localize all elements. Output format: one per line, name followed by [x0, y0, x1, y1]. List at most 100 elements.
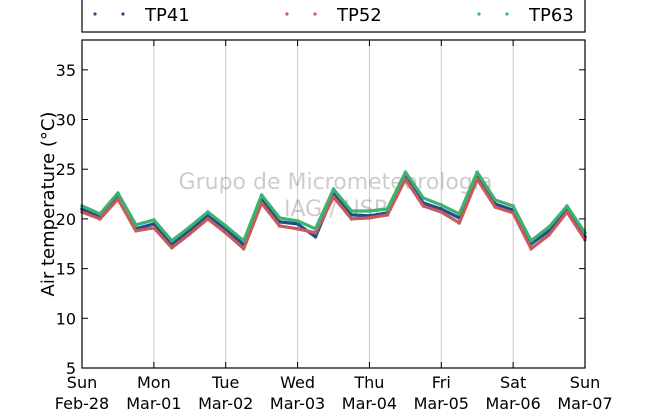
data-point	[511, 204, 515, 208]
legend: TP41 TP52 TP63	[81, 0, 586, 33]
x-tick-label-day: Wed	[280, 373, 315, 392]
data-point	[385, 207, 390, 211]
data-point	[565, 210, 569, 214]
data-point	[529, 246, 533, 251]
data-point	[421, 196, 426, 200]
x-tick-label-day: Sun	[67, 373, 97, 392]
data-point	[493, 198, 498, 202]
x-tick-label-date: Mar-06	[485, 394, 540, 409]
data-point	[152, 218, 156, 222]
data-point	[403, 177, 408, 181]
data-point	[313, 231, 318, 235]
data-point	[170, 245, 174, 250]
x-tick-label-date: Mar-03	[270, 394, 325, 409]
data-point	[529, 239, 533, 243]
data-point	[493, 205, 498, 209]
legend-marker	[477, 12, 481, 16]
data-point	[421, 204, 426, 208]
data-point	[349, 209, 354, 213]
data-point	[313, 227, 318, 231]
data-point	[241, 246, 246, 251]
data-point	[565, 204, 569, 208]
legend-label: TP41	[144, 5, 190, 26]
data-point	[277, 224, 282, 228]
data-point	[295, 219, 300, 223]
legend-label: TP63	[528, 5, 574, 26]
data-point	[385, 213, 390, 217]
y-axis-label: Air temperature (°C)	[38, 112, 59, 297]
legend-label: TP52	[336, 5, 382, 26]
x-tick-label-day: Sat	[500, 373, 526, 392]
series-group	[80, 170, 587, 251]
data-point	[403, 170, 408, 174]
x-tick-label-day: Mon	[137, 373, 171, 392]
plot-frame	[81, 39, 586, 369]
x-tick-label-day: Thu	[353, 373, 384, 392]
data-point	[259, 201, 264, 205]
data-point	[457, 221, 462, 225]
x-tick-label-day: Sun	[570, 373, 600, 392]
data-point	[439, 210, 444, 214]
x-tick-label-day: Tue	[211, 373, 239, 392]
data-point	[134, 223, 138, 227]
legend-item-tp63: TP63	[477, 5, 574, 26]
data-point	[134, 229, 138, 233]
data-point	[439, 207, 444, 211]
data-point	[223, 224, 228, 228]
x-tick-label-date: Mar-05	[414, 394, 469, 409]
data-point	[223, 231, 228, 235]
data-point	[313, 235, 318, 239]
data-point	[188, 225, 192, 229]
y-tick-label: 10	[56, 309, 76, 328]
data-point	[259, 193, 264, 197]
y-tick-label: 15	[56, 260, 76, 279]
y-tick-label: 5	[66, 359, 76, 378]
x-tick-label-date: Mar-02	[198, 394, 253, 409]
data-point	[367, 209, 372, 213]
y-tick-label: 35	[56, 61, 76, 80]
data-point	[206, 214, 210, 218]
data-point	[511, 211, 515, 215]
legend-box	[81, 0, 586, 33]
data-point	[116, 197, 120, 201]
data-point	[170, 239, 174, 243]
series-tp63	[80, 170, 587, 243]
data-point	[331, 195, 336, 199]
data-point	[547, 225, 551, 229]
y-tick-label: 20	[56, 210, 76, 229]
data-point	[152, 226, 156, 230]
data-point	[206, 217, 210, 221]
data-point	[98, 212, 102, 216]
y-tick-label: 25	[56, 160, 76, 179]
legend-marker	[313, 12, 317, 16]
data-point	[457, 212, 462, 216]
data-point	[439, 203, 444, 207]
y-tick-label: 30	[56, 111, 76, 130]
legend-marker	[505, 12, 509, 16]
x-tick-label-date: Mar-04	[342, 394, 397, 409]
data-point	[331, 187, 336, 191]
data-point	[116, 191, 120, 195]
data-point	[349, 217, 354, 221]
data-point	[295, 227, 300, 231]
axes: 5 10 15 20 25 30 35 Sun Feb-28 Mon Mar-01 Tue Mar-02…	[38, 39, 613, 409]
legend-marker	[285, 12, 289, 16]
data-point	[277, 216, 282, 220]
data-point	[241, 239, 246, 243]
x-tick-label-date: Mar-07	[557, 394, 612, 409]
data-point	[475, 170, 480, 174]
x-tick-label-day: Fri	[432, 373, 451, 392]
legend-marker	[93, 12, 97, 16]
x-tick-label-date: Mar-01	[126, 394, 181, 409]
data-point	[367, 216, 372, 220]
legend-item-tp52: TP52	[285, 5, 382, 26]
data-point	[547, 233, 551, 237]
data-point	[98, 217, 102, 221]
legend-marker	[121, 12, 125, 16]
data-point	[206, 210, 210, 214]
series-tp52	[80, 177, 587, 251]
legend-item-tp41: TP41	[93, 5, 190, 26]
x-tick-label-date: Feb-28	[55, 394, 109, 409]
data-point	[188, 232, 192, 236]
